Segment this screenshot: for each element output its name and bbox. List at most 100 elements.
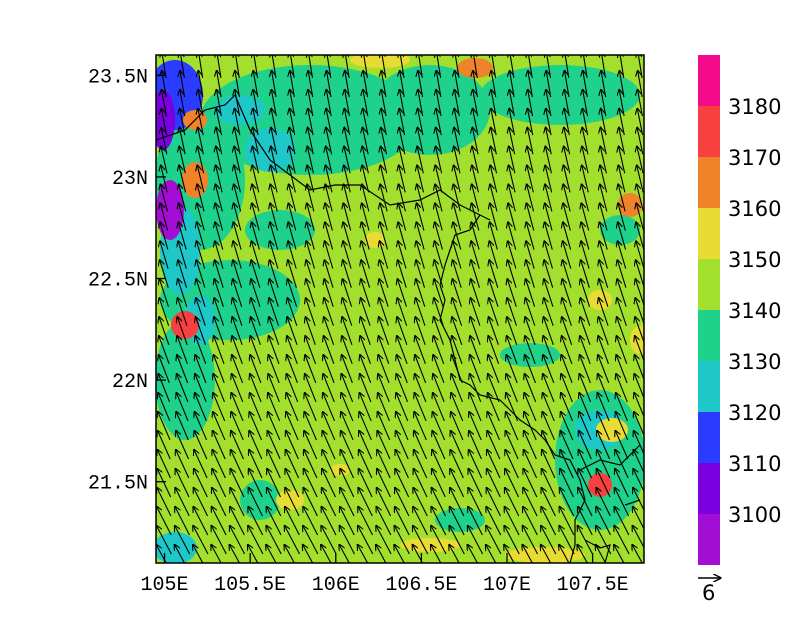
wind-vector-arrow xyxy=(544,241,554,269)
wind-vector-arrow xyxy=(286,412,299,441)
wind-vector-arrow xyxy=(359,469,373,498)
wind-vector-arrow xyxy=(488,355,500,384)
wind-vector-arrow xyxy=(471,279,481,307)
wind-vector-arrow xyxy=(158,450,171,479)
wind-vector-arrow xyxy=(487,488,501,517)
wind-vector-arrow xyxy=(471,260,480,288)
wind-vector-arrow xyxy=(343,204,352,231)
wind-vector-arrow xyxy=(285,545,295,563)
wind-vector-arrow xyxy=(197,185,205,212)
wind-vector-arrow xyxy=(489,298,499,326)
wind-vector-arrow xyxy=(509,128,516,155)
wind-vector-arrow xyxy=(308,128,314,155)
contour-region xyxy=(171,311,199,339)
border-line xyxy=(624,499,641,506)
wind-vector-arrow xyxy=(562,336,573,365)
wind-vector-arrow xyxy=(195,412,208,441)
wind-vector-arrow xyxy=(398,241,407,269)
wind-vector-arrow xyxy=(637,147,644,174)
wind-vector-arrow xyxy=(252,166,260,193)
wind-vector-arrow xyxy=(525,317,536,345)
wind-vector-arrow xyxy=(253,147,260,174)
wind-vector-arrow xyxy=(436,109,442,136)
wind-vector-arrow xyxy=(378,374,390,403)
wind-vector-arrow xyxy=(526,279,536,307)
wind-vector-arrow xyxy=(489,260,499,288)
wind-vector-arrow xyxy=(563,204,571,231)
x-tick-label: 106.5E xyxy=(385,574,457,597)
wind-vector-arrow xyxy=(561,355,573,384)
y-tick-label: 23.5N xyxy=(88,66,148,89)
wind-vector-arrow xyxy=(541,526,557,555)
wind-vector-arrow xyxy=(525,374,537,403)
wind-vector-arrow xyxy=(523,469,538,498)
wind-vector-arrow xyxy=(615,469,629,498)
wind-vector-arrow xyxy=(523,545,533,563)
wind-vector-arrow xyxy=(616,412,629,441)
wind-vector-arrow xyxy=(157,507,172,536)
wind-vector-arrow xyxy=(560,469,574,498)
wind-vector-arrow xyxy=(561,393,574,422)
wind-vector-arrow xyxy=(380,185,388,212)
wind-vector-arrow xyxy=(434,317,445,345)
wind-vector-arrow xyxy=(432,488,447,517)
contour-region xyxy=(240,480,280,520)
wind-vector-arrow xyxy=(253,109,259,136)
wind-vector-arrow xyxy=(634,450,644,474)
wind-vector-arrow xyxy=(435,222,443,250)
wind-vector-arrow xyxy=(582,147,589,174)
wind-vector-arrow xyxy=(637,128,644,155)
wind-vector-arrow xyxy=(249,488,263,517)
wind-vector-arrow xyxy=(159,298,170,326)
wind-vector-arrow xyxy=(578,488,593,517)
wind-vector-arrow xyxy=(636,241,644,269)
wind-vector-arrow xyxy=(413,545,424,563)
wind-vector-arrow xyxy=(600,185,608,212)
wind-vector-arrow xyxy=(362,185,370,212)
wind-vector-arrow xyxy=(304,469,318,498)
wind-vector-arrow xyxy=(490,204,498,231)
wind-vector-arrow xyxy=(635,298,644,326)
wind-vector-arrow xyxy=(341,393,354,422)
contour-region xyxy=(500,343,560,367)
wind-vector-arrow xyxy=(287,336,298,365)
wind-vector-arrow xyxy=(600,204,608,231)
wind-vector-arrow xyxy=(288,260,297,288)
wind-vector-arrow xyxy=(471,241,480,269)
wind-vector-arrow xyxy=(418,109,424,136)
wind-vector-arrow xyxy=(158,393,171,422)
wind-vector-arrow xyxy=(616,374,628,403)
wind-vector-arrow xyxy=(579,431,592,460)
wind-vector-arrow xyxy=(398,204,407,231)
wind-vector-arrow xyxy=(469,469,483,498)
wind-vector-arrow xyxy=(453,260,462,288)
wind-vector-arrow xyxy=(271,128,278,155)
contour-region xyxy=(618,193,642,217)
plot-frame xyxy=(155,54,645,564)
wind-vector-arrow xyxy=(507,298,518,326)
wind-vector-arrow xyxy=(413,507,428,536)
wind-vector-arrow xyxy=(232,336,243,365)
wind-vector-arrow xyxy=(251,317,261,345)
wind-vector-arrow xyxy=(560,507,575,536)
wind-vector-arrow xyxy=(340,507,355,536)
y-tick-label: 22.5N xyxy=(88,270,148,293)
wind-vector-arrow xyxy=(398,279,407,307)
wind-vector-arrow xyxy=(637,185,644,212)
wind-vector-arrow xyxy=(453,222,462,250)
wind-vector-arrow xyxy=(248,545,259,563)
wind-vector-arrow xyxy=(160,260,169,288)
wind-vector-arrow xyxy=(358,545,369,563)
wind-vector-arrow xyxy=(600,147,607,174)
wind-vector-arrow xyxy=(376,545,387,563)
wind-vector-arrow xyxy=(471,222,480,250)
wind-vector-arrow xyxy=(248,526,264,555)
wind-vector-arrow xyxy=(562,279,572,307)
wind-vector-arrow xyxy=(615,450,629,479)
wind-vector-arrow xyxy=(634,431,644,456)
wind-vector-arrow xyxy=(596,488,611,517)
wind-vector-arrow xyxy=(286,431,299,460)
wind-vector-arrow xyxy=(195,374,207,403)
wind-vector-arrow xyxy=(526,241,535,269)
wind-vector-arrow xyxy=(413,488,428,517)
